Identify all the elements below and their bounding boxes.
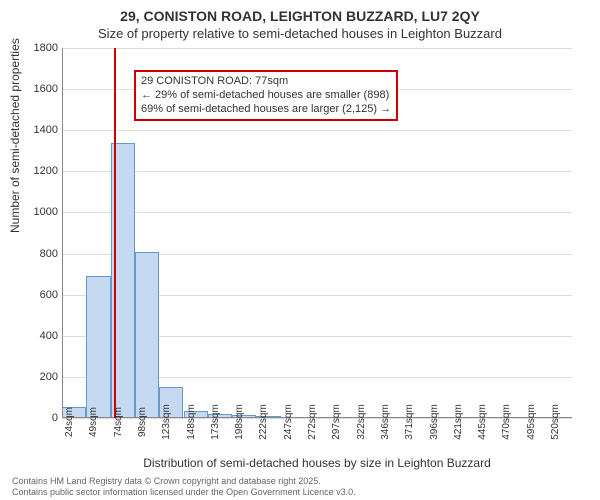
- xtick-label: 49sqm: [88, 407, 99, 437]
- annotation-line: ← 29% of semi-detached houses are smalle…: [141, 89, 391, 103]
- xtick-label: 98sqm: [137, 407, 148, 437]
- xtick-label: 520sqm: [550, 404, 561, 440]
- histogram-bar: [135, 252, 159, 419]
- ytick-label: 1000: [34, 206, 58, 218]
- xtick-label: 322sqm: [356, 404, 367, 440]
- ytick-label: 600: [40, 289, 58, 301]
- ytick-label: 800: [40, 248, 58, 260]
- chart-title-line1: 29, CONISTON ROAD, LEIGHTON BUZZARD, LU7…: [0, 0, 600, 24]
- ytick-label: 1600: [34, 83, 58, 95]
- xtick-label: 495sqm: [526, 404, 537, 440]
- histogram-bar: [86, 276, 110, 418]
- xtick-label: 148sqm: [186, 404, 197, 440]
- xtick-label: 396sqm: [429, 404, 440, 440]
- footer-line1: Contains HM Land Registry data © Crown c…: [12, 476, 356, 487]
- xtick-label: 445sqm: [477, 404, 488, 440]
- chart-container: 29, CONISTON ROAD, LEIGHTON BUZZARD, LU7…: [0, 0, 600, 500]
- chart-title-line2: Size of property relative to semi-detach…: [0, 24, 600, 41]
- xtick-label: 272sqm: [307, 404, 318, 440]
- annotation-box: 29 CONISTON ROAD: 77sqm← 29% of semi-det…: [134, 70, 398, 121]
- xtick-label: 24sqm: [64, 407, 75, 437]
- ytick-label: 400: [40, 330, 58, 342]
- xtick-label: 346sqm: [380, 404, 391, 440]
- xtick-label: 123sqm: [161, 404, 172, 440]
- xtick-label: 297sqm: [331, 404, 342, 440]
- xtick-label: 74sqm: [113, 407, 124, 437]
- y-axis-ticks: 020040060080010001200140016001800: [0, 48, 62, 418]
- xtick-label: 371sqm: [404, 404, 415, 440]
- annotation-line: 29 CONISTON ROAD: 77sqm: [141, 75, 391, 89]
- footer-line2: Contains public sector information licen…: [12, 487, 356, 498]
- xtick-label: 173sqm: [210, 404, 221, 440]
- footer-attribution: Contains HM Land Registry data © Crown c…: [12, 476, 356, 498]
- property-marker-line: [114, 48, 116, 418]
- xtick-label: 222sqm: [258, 404, 269, 440]
- y-axis-line: [62, 48, 63, 418]
- plot-area: 29 CONISTON ROAD: 77sqm← 29% of semi-det…: [62, 48, 572, 418]
- ytick-label: 0: [52, 412, 58, 424]
- ytick-label: 200: [40, 371, 58, 383]
- xtick-label: 198sqm: [234, 404, 245, 440]
- xtick-label: 247sqm: [283, 404, 294, 440]
- ytick-label: 1800: [34, 42, 58, 54]
- x-axis-label: Distribution of semi-detached houses by …: [62, 456, 572, 470]
- annotation-line: 69% of semi-detached houses are larger (…: [141, 103, 391, 117]
- ytick-label: 1400: [34, 124, 58, 136]
- xtick-label: 421sqm: [453, 404, 464, 440]
- ytick-label: 1200: [34, 165, 58, 177]
- xtick-label: 470sqm: [501, 404, 512, 440]
